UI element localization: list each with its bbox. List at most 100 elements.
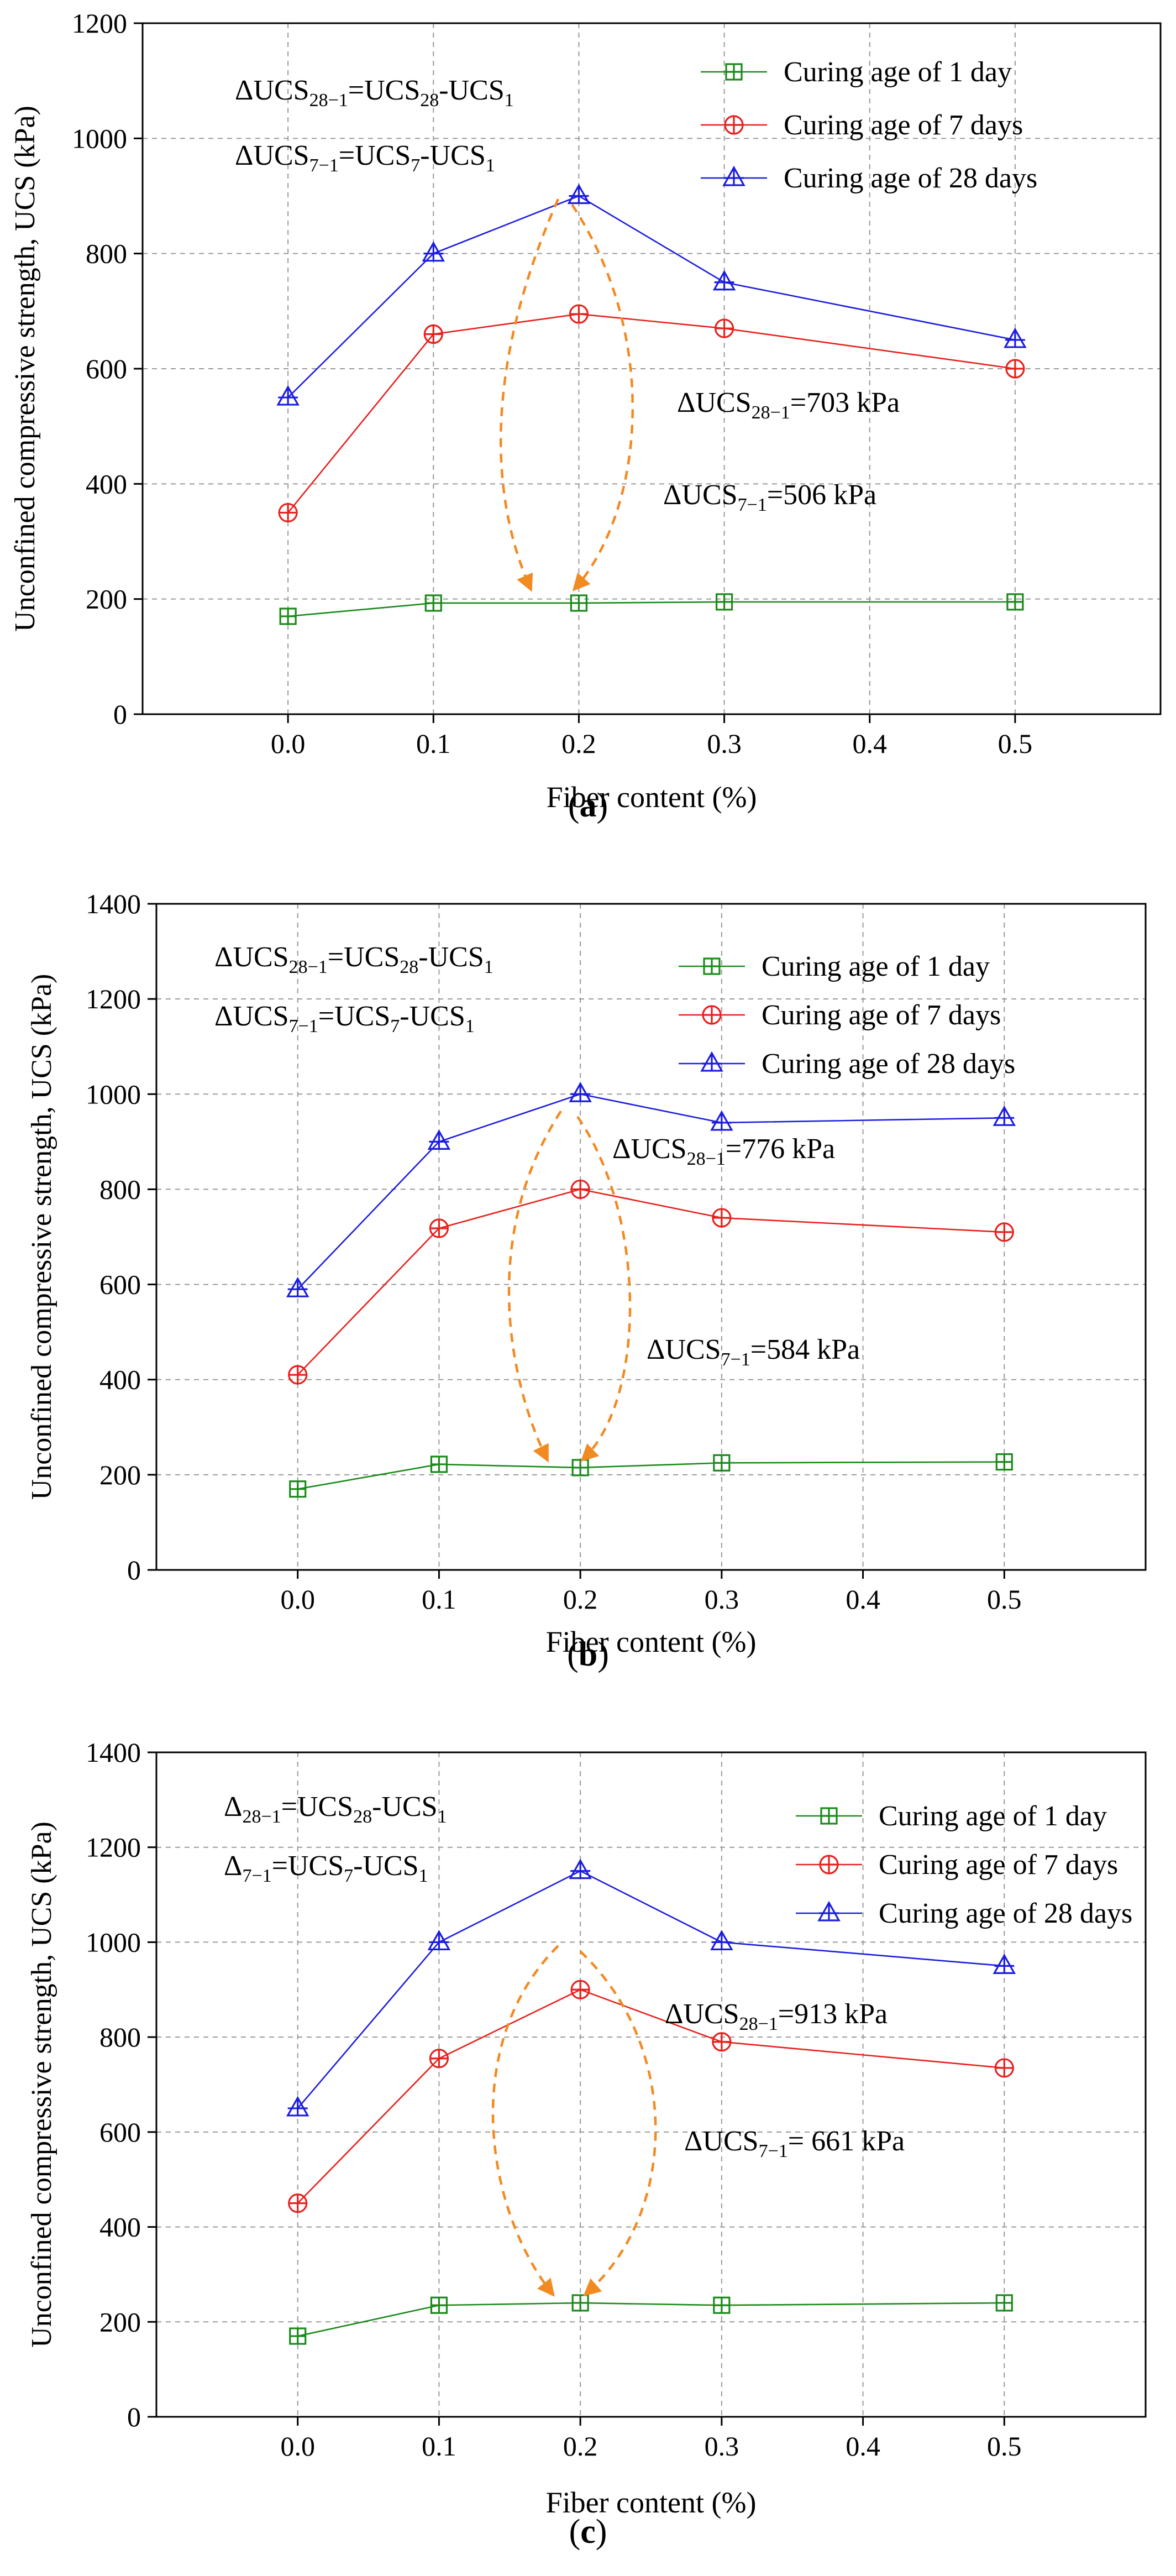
x-tick-label: 0.0 [280, 1584, 315, 1615]
y-tick-label: 600 [86, 353, 127, 384]
series-line [297, 1093, 1005, 1290]
legend-marker [820, 1807, 838, 1825]
y-tick-label: 400 [99, 2212, 141, 2243]
legend-marker [703, 957, 721, 975]
data-point [993, 1106, 1016, 1126]
data-point [712, 1208, 732, 1228]
data-point [567, 184, 591, 205]
x-tick-label: 0.3 [705, 2431, 739, 2462]
y-tick-label: 0 [113, 699, 127, 730]
data-point [288, 1365, 308, 1385]
y-tick-label: 1000 [86, 1078, 141, 1109]
data-point [427, 1129, 451, 1150]
data-point [569, 1082, 592, 1102]
series-series28 [276, 184, 1027, 406]
y-tick-label: 1200 [72, 8, 127, 39]
panel-caption: (c) [569, 2513, 607, 2551]
data-point [424, 594, 442, 612]
x-tick-label: 0.3 [707, 728, 742, 759]
panel-caption: (a) [568, 787, 608, 824]
data-point [423, 324, 443, 344]
panel-caption: (b) [567, 1636, 609, 1673]
data-point [994, 2058, 1014, 2078]
x-tick-label: 0.0 [280, 2431, 315, 2462]
x-tick-label: 0.5 [987, 1584, 1022, 1615]
data-point [713, 1454, 731, 1472]
legend-marker [700, 1051, 723, 1072]
x-tick-label: 0.2 [563, 1584, 598, 1615]
data-point [429, 1218, 449, 1238]
data-point [430, 2296, 448, 2314]
series-series7 [278, 304, 1025, 523]
legend-label: Curing age of 7 days [784, 109, 1023, 141]
difference-annotation: ΔUCS7−1=506 kPa [663, 479, 876, 515]
x-axis-label: Fiber content (%) [546, 2486, 757, 2519]
legend-marker [724, 115, 744, 135]
data-point [995, 1453, 1013, 1471]
difference-arrow [571, 203, 634, 591]
y-tick-label: 1000 [72, 123, 127, 154]
formula-text: Δ7−1=UCS7-UCS1 [224, 1850, 428, 1886]
data-point [1005, 359, 1025, 379]
data-point [571, 2294, 589, 2312]
x-tick-label: 0.3 [705, 1584, 739, 1615]
data-point [710, 1110, 733, 1131]
y-tick-label: 200 [99, 2306, 141, 2337]
legend-label: Curing age of 1 day [879, 1800, 1107, 1832]
data-point [570, 1179, 590, 1200]
series-line [287, 313, 1016, 514]
legend: Curing age of 1 day Curing age of 7 days C… [796, 1800, 1132, 1929]
series-series7 [288, 1980, 1014, 2213]
data-point [286, 2096, 309, 2117]
data-point [995, 2294, 1013, 2312]
data-point [422, 241, 445, 262]
grid [156, 1752, 1146, 2417]
chart-panel-c: 0.0 0.1 0.2 0.3 0.4 0.5 0 200 400 600 800 1000 1200 1… [26, 1737, 1147, 2551]
difference-annotation: ΔUCS7−1=584 kPa [647, 1334, 860, 1370]
legend-label: Curing age of 28 days [784, 163, 1037, 194]
data-point [1004, 327, 1027, 348]
y-tick-label: 1200 [86, 1832, 141, 1863]
legend: Curing age of 1 day Curing age of 7 days C… [679, 951, 1015, 1080]
data-point [993, 1954, 1016, 1974]
data-point [288, 2193, 308, 2213]
data-point [570, 1980, 590, 1999]
data-point [710, 1930, 733, 1951]
series-line [297, 2302, 1005, 2337]
series-line [297, 1461, 1005, 1490]
series-series1 [289, 2294, 1013, 2345]
y-tick-label: 1000 [86, 1926, 141, 1957]
y-axis-label: Unconfined compressive strength, UCS (kP… [9, 106, 41, 632]
y-axis-label: Unconfined compressive strength, UCS (kP… [26, 1821, 57, 2348]
difference-arrow [491, 1945, 559, 2297]
data-point [571, 1459, 589, 1477]
legend-label: Curing age of 1 day [784, 56, 1012, 88]
x-tick-label: 0.4 [852, 728, 887, 759]
data-point [279, 608, 297, 625]
legend-marker [819, 1855, 839, 1875]
x-tick-label: 0.1 [422, 1584, 456, 1615]
data-point [289, 2327, 307, 2345]
data-point [569, 1858, 592, 1879]
y-tick-label: 800 [86, 238, 127, 269]
y-tick-label: 200 [86, 584, 127, 615]
x-tick-label: 0.5 [998, 728, 1033, 759]
series-series1 [289, 1453, 1013, 1498]
y-tick-label: 0 [127, 2401, 141, 2432]
series-line [287, 195, 1016, 399]
y-tick-label: 0 [127, 1554, 141, 1585]
x-tick-label: 0.4 [846, 2431, 880, 2462]
x-axis-label: Fiber content (%) [546, 1625, 757, 1658]
x-tick-label: 0.1 [416, 728, 451, 759]
y-tick-label: 1400 [86, 1737, 141, 1768]
legend-marker [817, 1900, 841, 1921]
data-point [715, 593, 733, 611]
data-point [427, 1930, 451, 1951]
data-point [570, 594, 588, 612]
difference-annotation: ΔUCS7−1= 661 kPa [684, 2125, 905, 2161]
legend-label: Curing age of 28 days [762, 1048, 1015, 1080]
data-point [1006, 593, 1024, 611]
difference-arrow [576, 1116, 632, 1462]
x-tick-label: 0.5 [987, 2431, 1022, 2462]
